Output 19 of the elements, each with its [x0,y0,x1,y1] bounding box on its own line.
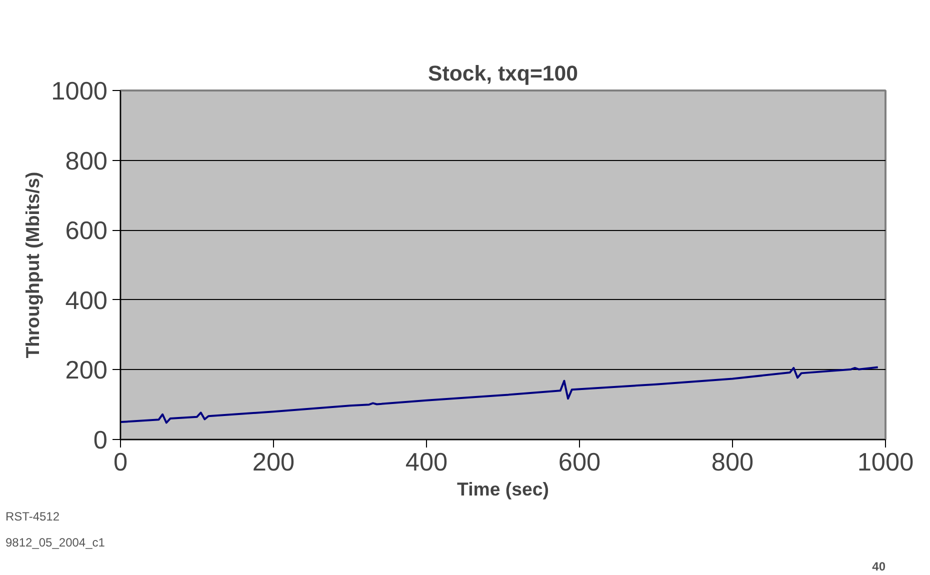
text: 40 [872,560,886,574]
y-tick-label: 800 [65,147,108,176]
y-tick-label: 400 [65,286,108,315]
x-tick-label: 1000 [857,448,914,476]
x-tick-label: 600 [558,448,601,476]
y-tick-label: 200 [65,356,108,385]
x-tick-label: 0 [113,448,128,476]
text: 9812_05_2004_c1 [6,536,106,550]
y-tick-label: 0 [93,426,108,454]
x-tick-label: 200 [252,448,295,476]
y-tick-label: 600 [65,217,108,246]
text: RST-4512 [6,510,60,524]
line-series [120,366,879,424]
y-tick-label: 1000 [51,78,108,106]
chart-title: Stock, txq=100 [428,62,578,86]
x-axis-title: Time (sec) [457,478,549,500]
x-tick-label: 400 [405,448,448,476]
y-axis-title: Throughput (Mbits/s) [22,172,44,358]
x-tick-label: 800 [711,448,754,476]
